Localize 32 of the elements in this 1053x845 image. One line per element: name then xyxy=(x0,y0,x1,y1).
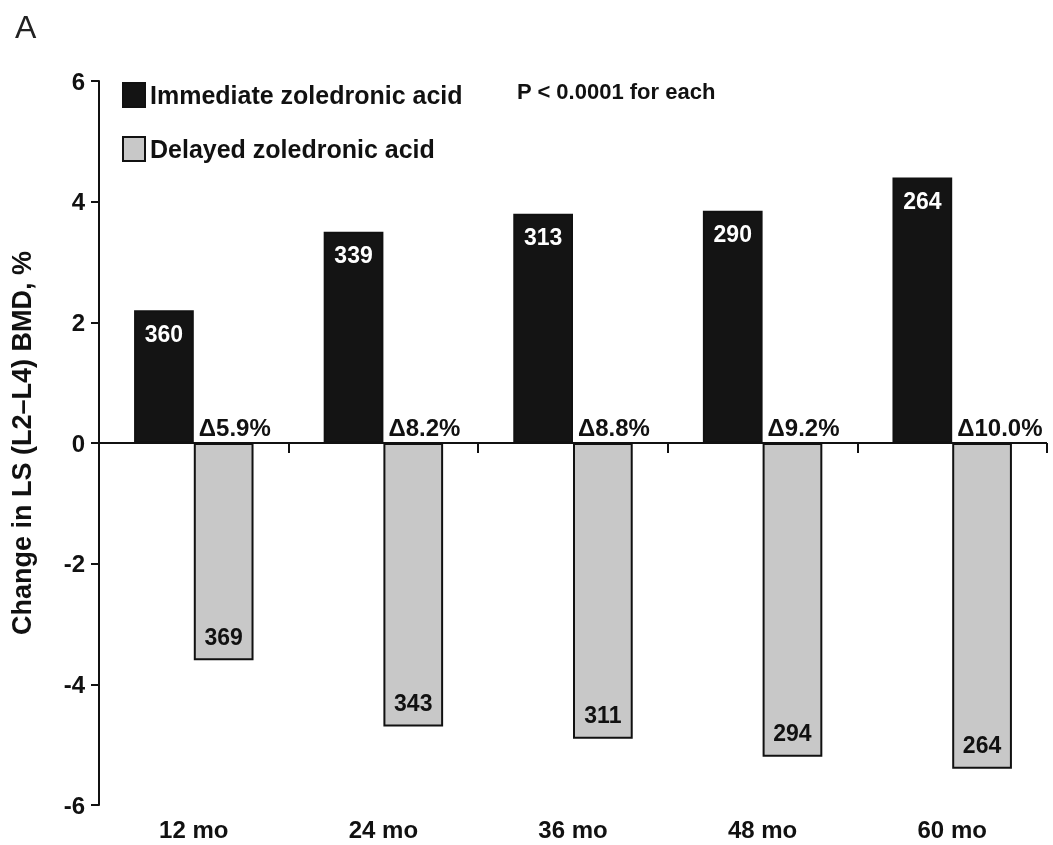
annotation: 313 xyxy=(523,224,563,251)
x-tick-label: 36 mo xyxy=(538,815,608,843)
y-tick-label: -4 xyxy=(63,670,86,698)
annotation: 339 xyxy=(334,242,373,269)
y-tick-label: 0 xyxy=(71,429,85,457)
annotation: Δ8.2% xyxy=(388,413,461,441)
annotation: 294 xyxy=(773,720,812,747)
annotation: Δ8.8% xyxy=(578,413,650,441)
y-tick-label: 6 xyxy=(71,67,85,95)
legend-label: Delayed zoledronic acid xyxy=(150,135,435,163)
annotation: Δ9.2% xyxy=(767,413,840,441)
x-tick-label: 48 mo xyxy=(727,815,798,843)
annotation: P < 0.0001 for each xyxy=(517,78,716,104)
legend-label: Immediate zoledronic acid xyxy=(150,81,463,109)
y-tick-label: 4 xyxy=(71,188,86,216)
chart-title: A xyxy=(15,9,37,45)
x-tick-label: 12 mo xyxy=(159,815,229,843)
x-tick-label: 24 mo xyxy=(348,815,419,843)
annotation: Δ10.0% xyxy=(957,413,1043,441)
annotation: 343 xyxy=(394,690,433,717)
y-axis-title: Change in LS (L2–L4) BMD, % xyxy=(6,250,37,636)
y-tick-label: -6 xyxy=(63,791,85,819)
y-tick-label: 2 xyxy=(71,308,85,336)
x-tick-label: 60 mo xyxy=(917,815,987,843)
annotation: 264 xyxy=(903,188,942,215)
annotation: Δ5.9% xyxy=(198,413,271,441)
annotation: 290 xyxy=(713,221,752,248)
y-tick-label: -2 xyxy=(63,550,85,578)
annotation: 360 xyxy=(144,320,184,347)
annotation: 369 xyxy=(204,623,243,650)
annotation: 264 xyxy=(962,732,1002,759)
annotation: 311 xyxy=(584,702,622,729)
